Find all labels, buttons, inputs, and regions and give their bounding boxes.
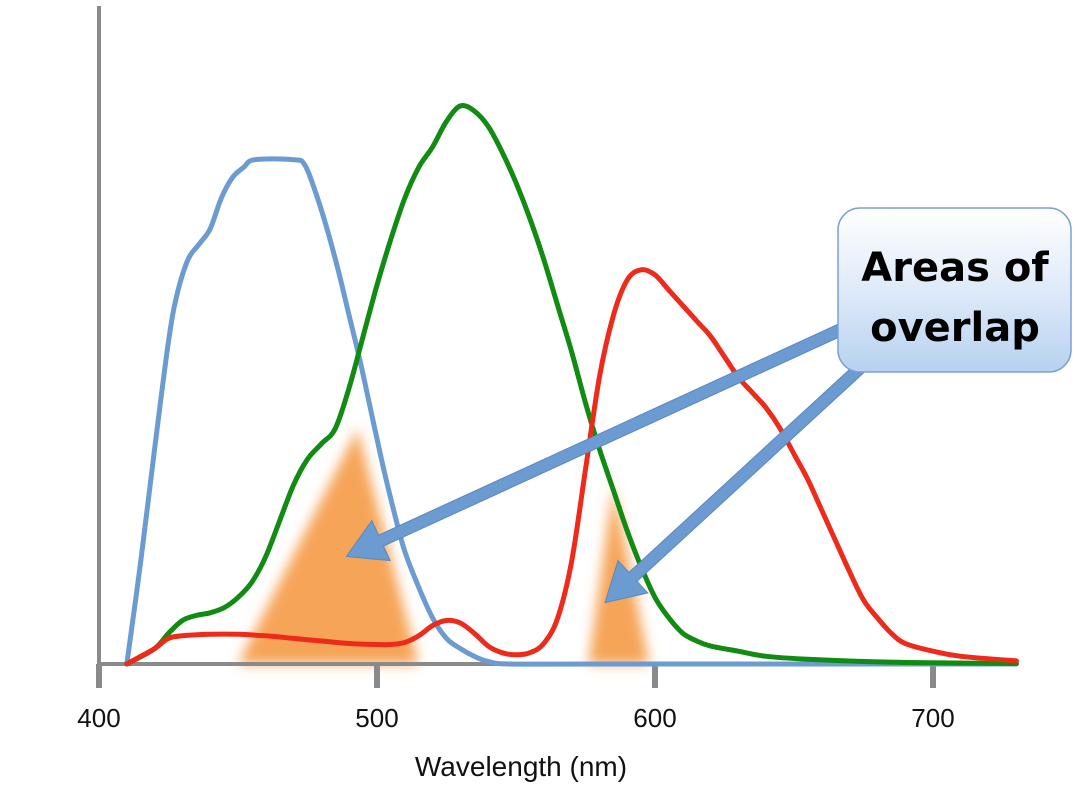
callout-arrow-1	[345, 323, 844, 562]
x-tick-label: 600	[633, 703, 676, 733]
x-tick-label: 400	[77, 703, 120, 733]
series-lines	[124, 102, 1019, 667]
series-line-3	[124, 267, 1019, 667]
x-tick-label: 500	[355, 703, 398, 733]
callout-box	[837, 207, 1072, 373]
x-ticks: 400 500 600 700	[77, 664, 955, 733]
series-line-1	[124, 156, 1019, 667]
overlap-region-1	[238, 428, 419, 664]
callout: Areas of overlap	[345, 207, 1072, 604]
callout-line-2: overlap	[870, 305, 1040, 351]
callout-line-1: Areas of	[861, 245, 1049, 291]
callout-arrow-2	[604, 362, 865, 604]
axes: 400 500 600 700	[77, 6, 1017, 733]
x-tick-label: 700	[911, 703, 954, 733]
series-line-2	[124, 102, 1019, 667]
x-axis-title: Wavelength (nm)	[415, 751, 627, 782]
callout-arrows	[345, 323, 865, 604]
